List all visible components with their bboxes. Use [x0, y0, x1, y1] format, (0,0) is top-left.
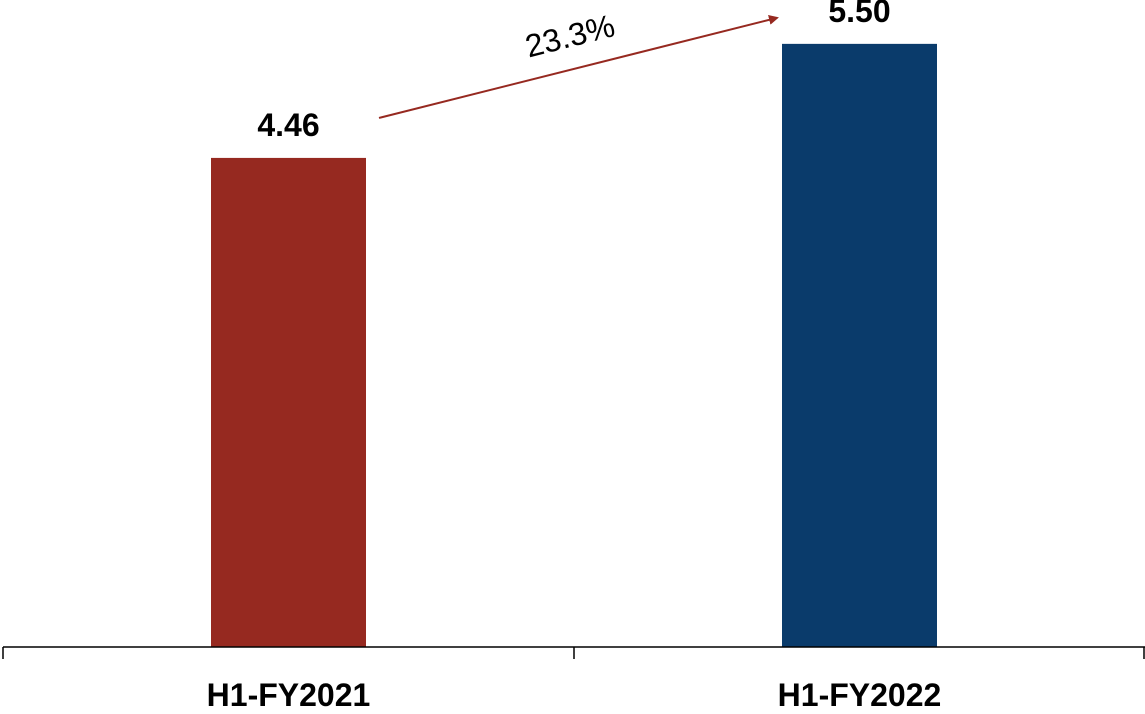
growth-label: 23.3% [522, 7, 619, 64]
category-labels: H1-FY2021 H1-FY2022 [207, 677, 942, 713]
bar-h1-fy2021 [211, 157, 366, 647]
bars-layer [211, 43, 937, 648]
value-label-h1-fy2021: 4.46 [257, 107, 319, 143]
bar-h1-fy2022 [782, 43, 937, 648]
value-label-h1-fy2022: 5.50 [828, 0, 890, 29]
x-axis-ticks [2, 647, 1145, 659]
value-labels-layer: 4.46 5.50 [257, 0, 890, 143]
category-label-h1-fy2022: H1-FY2022 [778, 677, 942, 713]
growth-arrow [378, 14, 779, 119]
growth-annotation: 23.3% [378, 7, 779, 119]
category-label-h1-fy2021: H1-FY2021 [207, 677, 371, 713]
